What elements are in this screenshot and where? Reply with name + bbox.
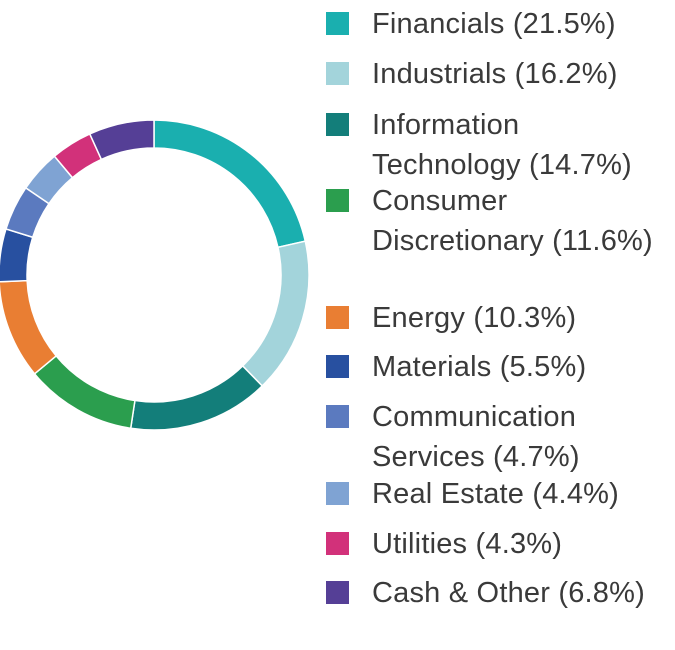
- legend-label: Consumer Discretionary (11.6%): [372, 185, 653, 257]
- legend-label: Cash & Other (6.8%): [372, 577, 645, 609]
- donut-slice-10: [88, 119, 155, 161]
- legend-label: Real Estate (4.4%): [372, 478, 619, 510]
- donut-chart: [0, 119, 310, 431]
- legend-swatch: [326, 12, 349, 35]
- legend-label: Information Technology (14.7%): [372, 109, 632, 181]
- legend-label: Communication Services (4.7%): [372, 401, 580, 473]
- donut-slice-2: [241, 240, 310, 388]
- legend-swatch: [326, 355, 349, 378]
- legend-swatch: [326, 113, 349, 136]
- legend-swatch: [326, 581, 349, 604]
- legend-label: Financials (21.5%): [372, 8, 616, 40]
- legend-label: Utilities (4.3%): [372, 528, 563, 560]
- legend-swatch: [326, 306, 349, 329]
- donut-slice-3: [129, 364, 264, 431]
- donut-slice-6: [0, 228, 34, 283]
- donut-slice-4: [33, 354, 136, 430]
- donut-slice-5: [0, 279, 58, 375]
- legend-label: Materials (5.5%): [372, 351, 587, 383]
- legend-swatch: [326, 189, 349, 212]
- donut-slice-1: [153, 119, 307, 249]
- legend-label: Industrials (16.2%): [372, 58, 618, 90]
- legend-label: Energy (10.3%): [372, 302, 577, 334]
- legend-swatch: [326, 482, 349, 505]
- legend-swatch: [326, 532, 349, 555]
- legend-swatch: [326, 405, 349, 428]
- legend-swatch: [326, 62, 349, 85]
